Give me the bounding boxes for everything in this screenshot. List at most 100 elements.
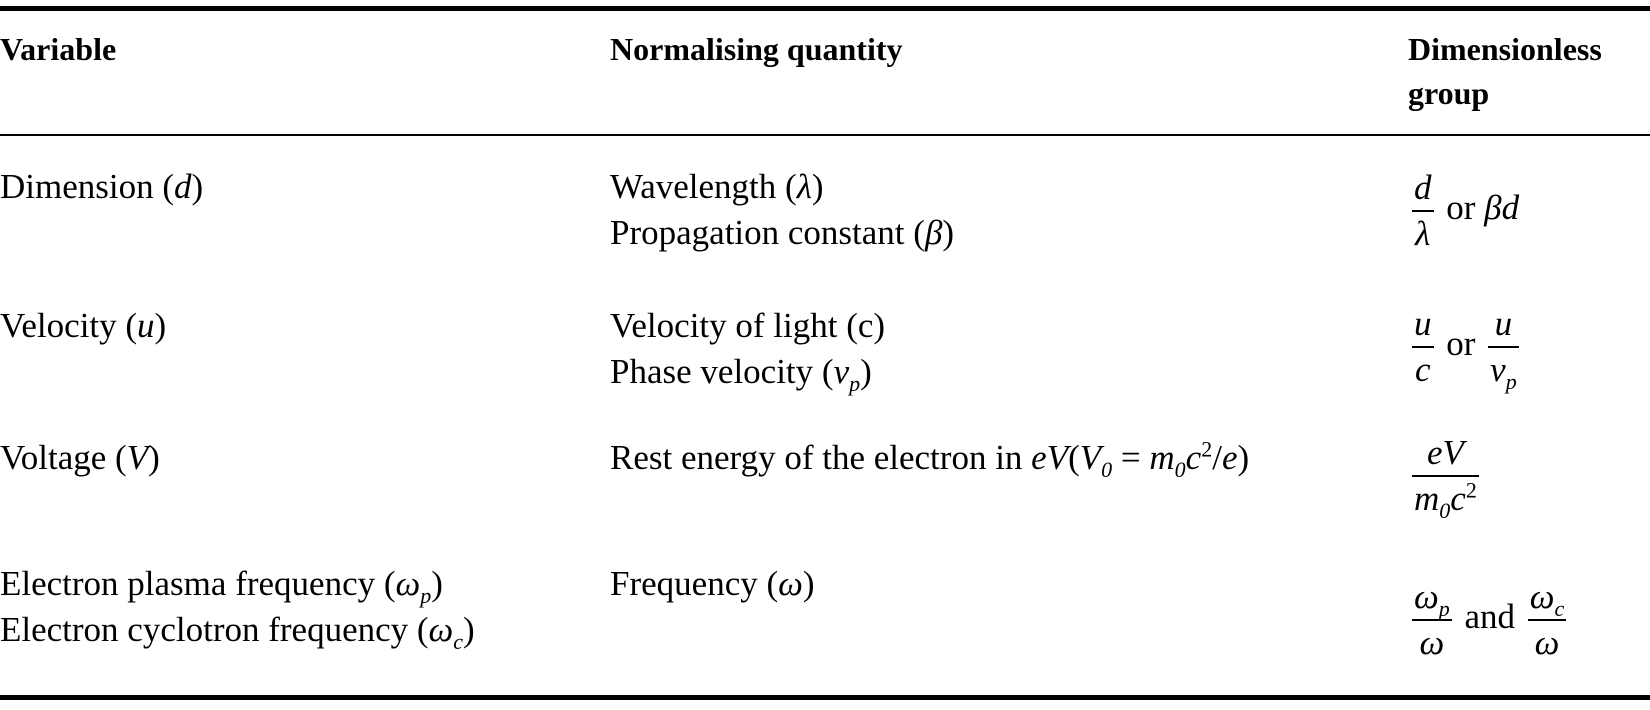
math-symbol: λ — [1415, 214, 1431, 253]
math-symbol: eV — [1031, 437, 1069, 477]
text: Phase velocity ( — [610, 351, 834, 391]
subscript: p — [1438, 595, 1450, 621]
cell-group: ωp ω and ωc ω — [1408, 533, 1650, 698]
cell-line: Rest energy of the electron in eV(V0 = m… — [610, 435, 1408, 481]
text: or — [1437, 323, 1485, 363]
math-symbol: ω — [1534, 622, 1560, 662]
subscript: c — [1554, 595, 1565, 621]
cell-line: Propagation constant (β) — [610, 210, 1408, 256]
table-head: Variable Normalising quantity Dimensionles… — [0, 8, 1650, 135]
math-symbol: V — [126, 437, 149, 477]
cell-line: Velocity (u) — [0, 303, 610, 349]
table-row: Dimension (d) Wavelength (λ) Propagation c… — [0, 135, 1650, 275]
math-symbol: βd — [1484, 188, 1520, 228]
text: = — [1112, 437, 1150, 477]
cell-quantity: Wavelength (λ) Propagation constant (β) — [610, 135, 1408, 275]
fraction: ωc ω — [1527, 575, 1567, 665]
cell-line: Electron plasma frequency (ωp) — [0, 561, 610, 607]
text: ) — [431, 563, 443, 603]
header-row: Variable Normalising quantity Dimensionles… — [0, 8, 1650, 135]
math-symbol: e — [1221, 437, 1238, 477]
math-symbol: c — [1450, 478, 1466, 518]
text: Frequency ( — [610, 563, 779, 603]
text: and — [1455, 596, 1524, 636]
text: ) — [860, 351, 872, 391]
math-symbol: d — [1414, 168, 1432, 207]
cell-line: Voltage (V) — [0, 435, 610, 481]
cell-line: Electron cyclotron frequency (ωc) — [0, 607, 610, 653]
math-symbol: v — [833, 351, 850, 391]
cell-line: Velocity of light (c) — [610, 303, 1408, 349]
table-row: Voltage (V) Rest energy of the electron i… — [0, 407, 1650, 533]
fraction: u vp — [1488, 302, 1519, 392]
denominator: c — [1412, 345, 1434, 392]
text: Dimension ( — [0, 166, 175, 206]
math-symbol: m — [1414, 478, 1440, 518]
cell-variable: Voltage (V) — [0, 407, 610, 533]
table-body: Dimension (d) Wavelength (λ) Propagation c… — [0, 135, 1650, 698]
math-symbol: c — [1185, 437, 1202, 477]
text: ( — [1068, 437, 1080, 477]
subscript: c — [453, 628, 464, 654]
column-header: Variable — [0, 31, 117, 67]
cell-quantity: Velocity of light (c) Phase velocity (vp) — [610, 275, 1408, 407]
math-symbol: u — [1414, 303, 1432, 343]
column-header: Dimensionless group — [1408, 31, 1602, 111]
text: Wavelength ( — [610, 166, 797, 206]
numerator: ωp — [1412, 575, 1452, 621]
numerator: ωc — [1528, 575, 1566, 621]
cell-variable: Dimension (d) — [0, 135, 610, 275]
cell-line: Frequency (ω) — [610, 561, 1408, 607]
text: Velocity ( — [0, 305, 138, 345]
text: Velocity of light (c) — [610, 305, 886, 345]
cell-line: Dimension (d) — [0, 164, 610, 210]
text: ) — [811, 166, 824, 206]
text: ) — [1237, 437, 1250, 477]
table: Variable Normalising quantity Dimensionles… — [0, 6, 1650, 700]
math-symbol: ω — [1414, 576, 1439, 616]
text: ) — [802, 563, 815, 603]
cell-line: eV m0c2 — [1408, 431, 1650, 521]
fraction: eV m0c2 — [1412, 431, 1479, 521]
subscript: 0 — [1439, 497, 1451, 523]
denominator: λ — [1412, 210, 1434, 256]
math-symbol: ω — [778, 563, 803, 603]
math-symbol: d — [174, 166, 192, 206]
table-row: Velocity (u) Velocity of light (c) Phase v… — [0, 275, 1650, 407]
text: Voltage ( — [0, 437, 127, 477]
math-symbol: v — [1490, 349, 1506, 389]
text: Propagation constant ( — [610, 212, 925, 252]
column-header: Normalising quantity — [610, 31, 903, 67]
numerator: eV — [1412, 431, 1479, 475]
math-symbol: u — [137, 305, 155, 345]
denominator: ω — [1527, 618, 1567, 665]
numerator: u — [1488, 302, 1519, 346]
text: or — [1437, 188, 1485, 228]
table-row: Electron plasma frequency (ωp) Electron c… — [0, 533, 1650, 698]
denominator: ω — [1412, 618, 1452, 665]
text: Rest energy of the electron in — [610, 437, 1032, 477]
math-symbol: ω — [395, 563, 421, 603]
text: ) — [148, 437, 160, 477]
subscript: p — [420, 582, 432, 608]
subscript: p — [849, 370, 861, 396]
math-symbol: c — [1414, 349, 1431, 389]
numerator: d — [1412, 166, 1434, 210]
math-symbol: ω — [1419, 622, 1445, 662]
cell-quantity: Rest energy of the electron in eV(V0 = m… — [610, 407, 1408, 533]
text: ) — [942, 212, 955, 252]
math-symbol: ω — [1529, 576, 1555, 616]
subscript: 0 — [1174, 456, 1186, 482]
text: Electron cyclotron frequency ( — [0, 609, 429, 649]
denominator: m0c2 — [1412, 474, 1479, 523]
cell-variable: Electron plasma frequency (ωp) Electron c… — [0, 533, 610, 698]
math-symbol: eV — [1426, 432, 1464, 472]
math-symbol: ω — [428, 609, 454, 649]
cell-quantity: Frequency (ω) — [610, 533, 1408, 698]
